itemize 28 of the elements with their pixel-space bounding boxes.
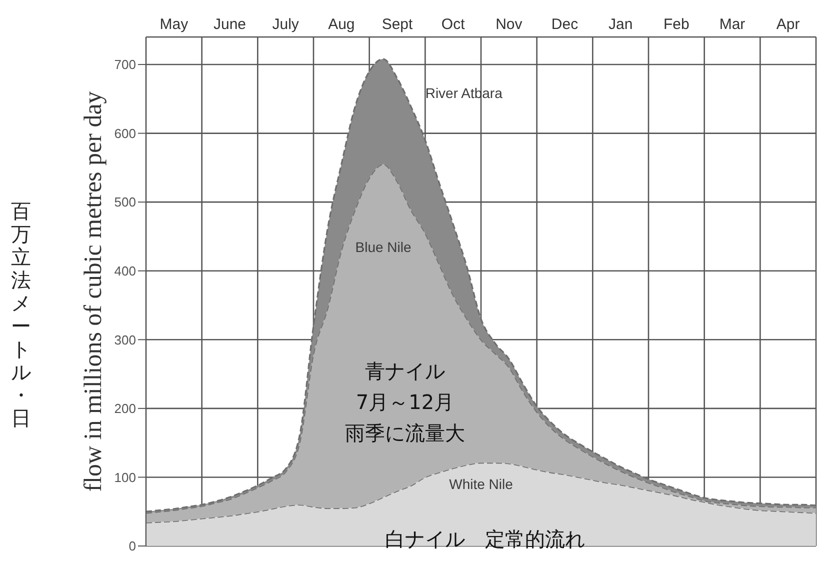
y-axis-title: flow in millions of cubic metres per day [80,90,107,492]
x-tick-label: Apr [776,16,800,33]
x-tick-label: June [213,16,246,33]
y-tick-label: 200 [114,401,136,416]
y-tick-label: 500 [114,194,136,210]
series-label: White Nile [449,474,513,493]
annotation: 青ナイル [365,358,445,385]
x-tick-label: Dec [551,16,579,33]
y-tick-label: 100 [114,470,136,485]
y-tick-label: 700 [114,57,136,72]
x-tick-label: Mar [719,16,746,33]
x-tick-label: Aug [328,16,355,33]
annotation: 7月～12月 [356,389,454,416]
series-label: Blue Nile [355,238,412,256]
x-tick-label: Nov [496,16,523,33]
y-tick-label: 0 [128,538,136,554]
y-tick-label: 400 [114,263,136,278]
x-tick-label: July [272,16,300,33]
x-tick-label: Sept [382,16,414,33]
annotation: 雨季に流量大 [345,420,465,447]
y-tick-label: 600 [114,126,136,141]
annotation: 白ナイル 定常的流れ [385,526,585,553]
vertical-caption: 百万立法メートル・日 [10,200,32,430]
x-tick-label: Jan [608,16,633,33]
y-tick-label: 300 [114,332,136,348]
x-tick-label: Oct [441,16,466,33]
x-tick-label: Feb [663,16,690,33]
x-tick-label: May [160,16,189,33]
